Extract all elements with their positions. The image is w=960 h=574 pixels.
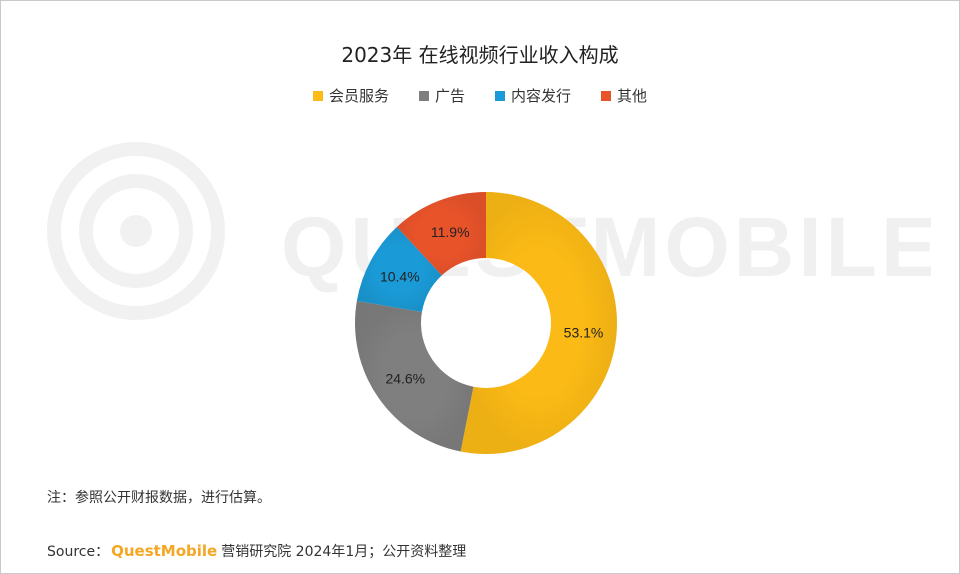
legend-item-membership: 会员服务 bbox=[312, 85, 389, 106]
legend-swatch bbox=[601, 90, 612, 101]
legend-label: 广告 bbox=[434, 87, 465, 105]
legend-swatch bbox=[418, 90, 429, 101]
slice-shade bbox=[356, 226, 442, 313]
source-prefix: Source： bbox=[47, 544, 110, 560]
chart-legend: 会员服务 广告 内容发行 其他 bbox=[1, 85, 959, 106]
legend-label: 其他 bbox=[617, 87, 648, 105]
slice-value-label: 10.4% bbox=[380, 268, 420, 284]
legend-swatch bbox=[495, 90, 505, 101]
chart-title: 2023年 在线视频行业收入构成 bbox=[341, 43, 619, 67]
legend-swatch bbox=[312, 90, 323, 101]
legend-label: 内容发行 bbox=[511, 87, 572, 105]
source-line: Source： QuestMobile 营销研究院 2024年1月；公开资料整理 bbox=[47, 541, 466, 561]
slice-value-label: 11.9% bbox=[431, 224, 470, 240]
source-brand: QuestMobile bbox=[111, 542, 218, 560]
source-suffix: 营销研究院 2024年1月；公开资料整理 bbox=[221, 544, 467, 560]
slice-value-label: 53.1% bbox=[564, 325, 604, 341]
watermark-logo-icon bbox=[47, 142, 225, 320]
slice-shade bbox=[355, 300, 474, 452]
legend-item-content-distribution: 内容发行 bbox=[495, 85, 571, 106]
legend-item-other: 其他 bbox=[601, 85, 647, 106]
legend-label: 会员服务 bbox=[328, 87, 389, 105]
slice-shade bbox=[460, 192, 618, 454]
footnote: 注：参照公开财报数据，进行估算。 bbox=[47, 490, 271, 506]
legend-item-advertising: 广告 bbox=[418, 85, 465, 106]
slice-shade bbox=[396, 192, 486, 276]
slice-value-label: 24.6% bbox=[385, 371, 425, 387]
